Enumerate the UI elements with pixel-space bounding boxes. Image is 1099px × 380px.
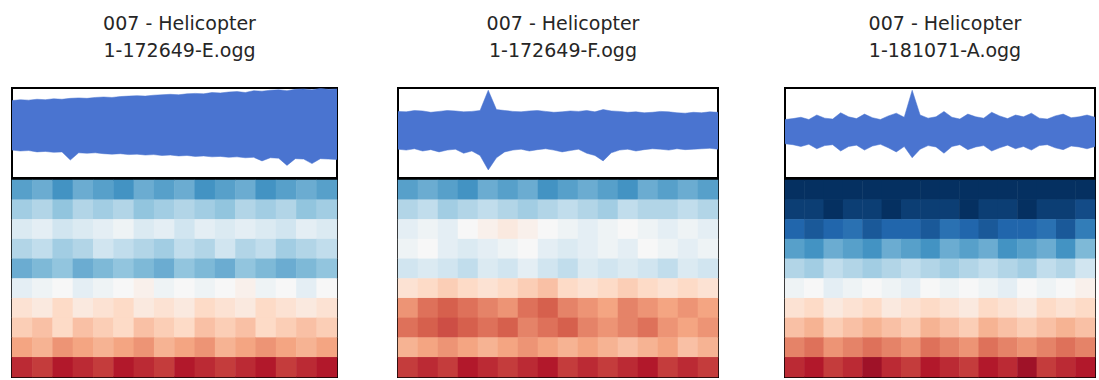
svg-text:007 - Helicopter: 007 - Helicopter [869, 12, 1022, 34]
svg-text:1-181071-A.ogg: 1-181071-A.ogg [869, 39, 1021, 61]
svg-text:007 - Helicopter: 007 - Helicopter [103, 12, 256, 34]
svg-text:007 - Helicopter: 007 - Helicopter [487, 12, 640, 34]
svg-text:1-172649-F.ogg: 1-172649-F.ogg [489, 39, 637, 61]
svg-text:1-172649-E.ogg: 1-172649-E.ogg [103, 39, 255, 61]
